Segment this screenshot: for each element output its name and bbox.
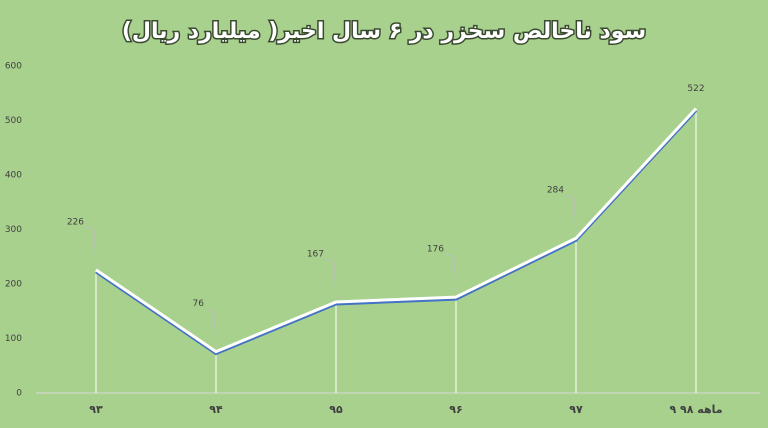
y-tick-label: 100 <box>5 334 22 344</box>
x-tick-label: ۹ ماهه ۹۸ <box>669 403 722 416</box>
x-tick-label: ۹۷ <box>569 403 583 416</box>
line <box>95 107 698 354</box>
data-label: 522 <box>687 84 704 94</box>
data-label: 176 <box>427 245 444 255</box>
data-label: 167 <box>307 249 324 259</box>
x-tick-label: ۹۴ <box>209 403 223 416</box>
leader-line <box>85 226 97 266</box>
x-tick-label: ۹۵ <box>329 403 343 416</box>
x-tick-label: ۹۶ <box>449 403 462 416</box>
data-label: 284 <box>547 186 564 196</box>
data-label: 226 <box>67 217 84 227</box>
leader-line <box>325 258 337 299</box>
y-tick-label: 400 <box>5 171 22 181</box>
leader-line <box>445 253 457 294</box>
y-tick-label: 600 <box>5 62 22 72</box>
y-tick-label: 200 <box>5 280 22 290</box>
leader-line <box>205 308 217 348</box>
y-tick-label: 500 <box>5 116 22 126</box>
chart-title: سود ناخالص سخزر در ۶ سال اخیر( میلیارد ر… <box>122 19 646 44</box>
y-tick-label: 300 <box>5 225 22 235</box>
leader-line <box>565 194 577 235</box>
y-tick-label: 0 <box>16 389 22 399</box>
data-label: 76 <box>193 299 205 309</box>
x-tick-label: ۹۳ <box>89 403 103 416</box>
